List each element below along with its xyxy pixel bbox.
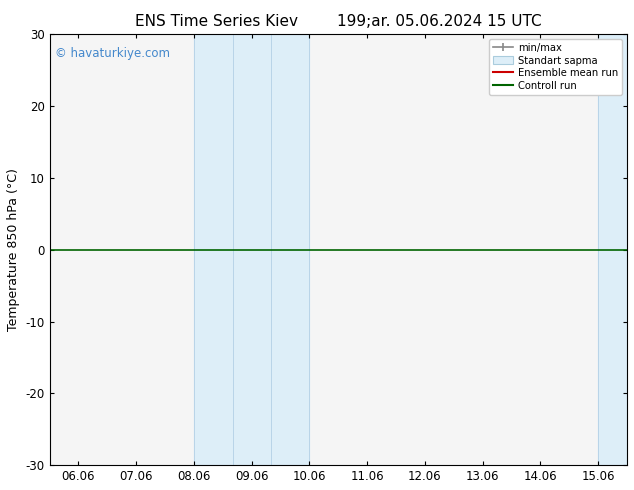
Y-axis label: Temperature 850 hPa (°C): Temperature 850 hPa (°C) [7,168,20,331]
Bar [194,34,233,465]
Bar [598,34,634,465]
Bar [233,34,271,465]
Title: ENS Time Series Kiev        199;ar. 05.06.2024 15 UTC: ENS Time Series Kiev 199;ar. 05.06.2024 … [135,14,541,29]
Text: © havaturkiye.com: © havaturkiye.com [55,47,171,60]
Bar [271,34,309,465]
Legend: min/max, Standart sapma, Ensemble mean run, Controll run: min/max, Standart sapma, Ensemble mean r… [489,39,622,95]
